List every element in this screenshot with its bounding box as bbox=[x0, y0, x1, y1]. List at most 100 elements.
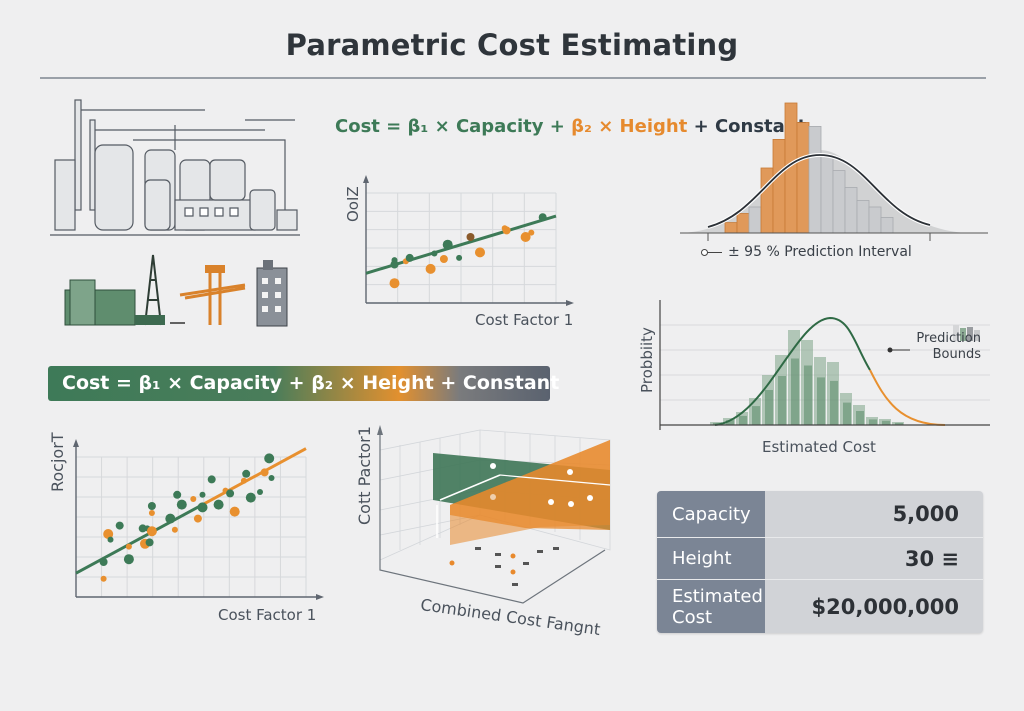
histogram-inner-bar bbox=[752, 406, 760, 425]
row-label: Estimated Cost bbox=[657, 580, 765, 633]
histogram-bar bbox=[880, 217, 894, 234]
data-point bbox=[268, 475, 275, 481]
eq-beta2: β₂ bbox=[571, 116, 592, 137]
row-label: Height bbox=[657, 538, 765, 579]
histogram-inner-bar bbox=[882, 420, 890, 425]
histogram-bar bbox=[856, 200, 870, 234]
data-point bbox=[260, 468, 269, 477]
distribution-ylabel: Probbiity bbox=[638, 327, 656, 393]
data-point bbox=[431, 250, 438, 257]
x-axis-arrow bbox=[566, 300, 574, 306]
table-row-estimated-cost: Estimated Cost $20,000,000 bbox=[657, 580, 983, 633]
regression-line bbox=[75, 503, 204, 575]
data-point bbox=[173, 490, 182, 499]
page-title: Parametric Cost Estimating bbox=[285, 28, 739, 62]
bottom-scatter-chart bbox=[73, 439, 324, 600]
data-point bbox=[147, 502, 156, 510]
histogram-bar bbox=[868, 206, 882, 234]
banner-constant: + Constant bbox=[433, 372, 560, 394]
data-point bbox=[145, 538, 154, 547]
x-axis-arrow bbox=[316, 594, 324, 600]
3d-ylabel: Cott Pactor1 bbox=[355, 426, 374, 525]
data-point bbox=[176, 499, 187, 510]
histogram-inner-bar bbox=[895, 422, 903, 425]
data-point bbox=[425, 263, 436, 274]
bottom-scatter-ylabel: RocjorT bbox=[48, 432, 67, 492]
histogram-bar bbox=[736, 213, 750, 234]
prediction-bounds-label: Prediction Bounds bbox=[916, 331, 981, 362]
top-scatter-chart bbox=[363, 175, 574, 306]
data-point bbox=[242, 469, 251, 478]
row-value: 30 ≡ bbox=[904, 546, 959, 571]
data-point bbox=[538, 213, 547, 222]
data-point bbox=[240, 477, 247, 484]
data-point bbox=[138, 524, 147, 533]
estimate-table: Capacity 5,000 Height 30 ≡ Estimated Cos… bbox=[657, 491, 983, 633]
y-axis-arrow bbox=[363, 175, 369, 183]
3d-regression-plane-chart bbox=[377, 425, 611, 604]
data-point bbox=[123, 554, 134, 565]
data-point bbox=[171, 526, 178, 533]
legend-label: ± 95 % Prediction Interval bbox=[728, 244, 912, 260]
histogram-inner-bar bbox=[830, 380, 838, 425]
bottom-scatter-xlabel: Cost Factor 1 bbox=[218, 606, 317, 624]
eq-beta1: β₁ bbox=[407, 116, 429, 137]
histogram-bar bbox=[832, 170, 846, 234]
data-point bbox=[99, 558, 108, 566]
top-scatter-xlabel: Cost Factor 1 bbox=[475, 311, 574, 329]
eq-constant: + Constant bbox=[693, 116, 807, 137]
histogram-inner-bar bbox=[765, 390, 773, 425]
data-point bbox=[190, 496, 197, 502]
data-point bbox=[264, 453, 275, 464]
data-point bbox=[165, 513, 176, 524]
histogram-inner-bar bbox=[778, 376, 786, 425]
data-point bbox=[520, 232, 531, 242]
histogram-inner-bar bbox=[817, 377, 825, 425]
prediction-interval-legend: ± 95 % Prediction Interval bbox=[701, 244, 912, 260]
histogram-bar bbox=[796, 122, 810, 234]
annotation-dot bbox=[887, 347, 893, 353]
data-point bbox=[456, 254, 463, 261]
data-point bbox=[229, 506, 240, 517]
mini-legend-bar bbox=[960, 328, 966, 341]
data-point bbox=[245, 492, 256, 503]
banner-equation: Cost = β₁ × Capacity + β₂ × Height bbox=[62, 372, 434, 394]
table-row-capacity: Capacity 5,000 bbox=[657, 491, 983, 538]
y-axis-arrow bbox=[73, 439, 79, 447]
histogram-bar bbox=[724, 222, 738, 234]
data-point bbox=[257, 489, 263, 495]
histogram-bar bbox=[808, 125, 822, 234]
histogram-inner-bar bbox=[856, 411, 864, 425]
mini-legend-bar bbox=[974, 330, 980, 341]
data-point bbox=[107, 536, 114, 543]
histogram-inner-bar bbox=[843, 402, 851, 425]
distribution-curve bbox=[714, 316, 871, 426]
prediction-bound-curve bbox=[869, 369, 946, 426]
regression-line bbox=[201, 447, 307, 506]
data-point bbox=[146, 526, 157, 537]
normal-curve bbox=[707, 154, 931, 228]
mini-legend-bar bbox=[953, 325, 959, 341]
distribution-xlabel: Estimated Cost bbox=[762, 438, 876, 456]
legend-line-icon bbox=[701, 248, 722, 256]
data-point bbox=[389, 278, 400, 289]
data-point bbox=[475, 247, 485, 258]
data-point bbox=[466, 233, 475, 241]
table-row-height: Height 30 ≡ bbox=[657, 538, 983, 580]
histogram-inner-bar bbox=[739, 415, 747, 425]
histogram-bar bbox=[748, 206, 762, 234]
data-point bbox=[439, 255, 448, 263]
histogram-bar bbox=[772, 139, 786, 234]
top-scatter-ylabel: OoIZ bbox=[344, 186, 362, 222]
data-point bbox=[390, 260, 399, 269]
mini-legend-bar bbox=[967, 327, 973, 341]
data-point bbox=[405, 253, 414, 262]
cost-equation: Cost = β₁ × Capacity + β₂ × Height + Con… bbox=[335, 116, 806, 137]
row-label: Capacity bbox=[657, 491, 765, 537]
eq-cost: Cost = bbox=[335, 116, 402, 137]
prediction-interval-histogram bbox=[680, 102, 988, 241]
estimated-cost-distribution-chart bbox=[659, 300, 990, 430]
histogram-bar bbox=[820, 154, 834, 234]
data-point bbox=[199, 491, 206, 498]
histogram-inner-bar bbox=[726, 420, 734, 425]
